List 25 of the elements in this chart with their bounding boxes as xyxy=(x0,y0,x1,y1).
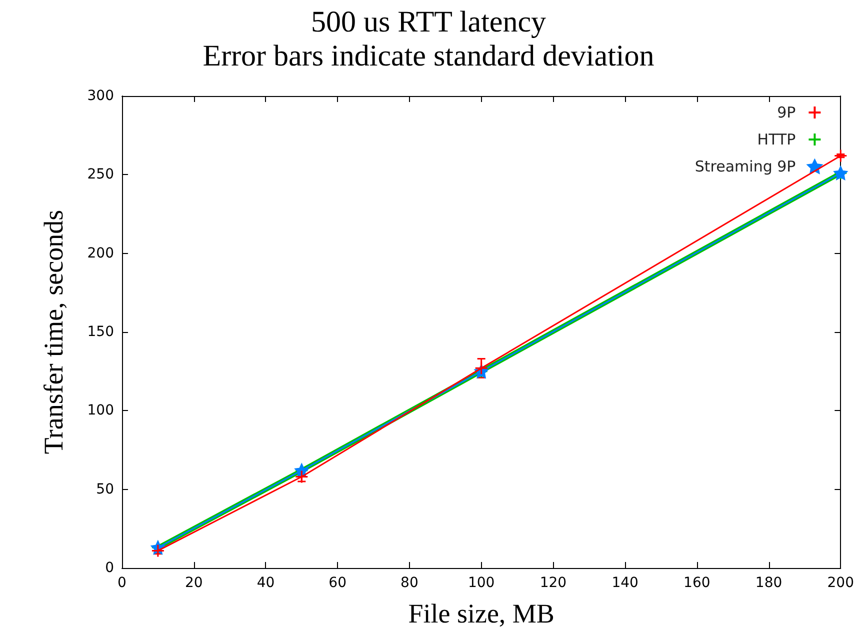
x-tick-label: 140 xyxy=(612,575,638,591)
chart-title: 500 us RTT latency xyxy=(310,6,546,38)
x-tick-label: 180 xyxy=(755,575,782,591)
x-tick-label: 200 xyxy=(827,575,854,591)
y-tick-label: 50 xyxy=(96,481,114,498)
x-axis-title: File size, MB xyxy=(408,598,554,628)
x-tick-label: 40 xyxy=(256,575,275,591)
y-tick-label: 100 xyxy=(87,402,114,419)
x-tick-label: 60 xyxy=(328,575,347,591)
y-tick-label: 250 xyxy=(87,166,114,183)
y-axis-title: Transfer time, seconds xyxy=(38,210,68,454)
x-tick-label: 160 xyxy=(684,575,710,591)
y-tick-label: 150 xyxy=(87,324,114,340)
legend-label: 9P xyxy=(777,104,796,122)
x-tick-label: 20 xyxy=(184,575,203,591)
x-tick-label: 100 xyxy=(468,575,495,591)
y-tick-label: 300 xyxy=(87,88,114,104)
chart-subtitle: Error bars indicate standard deviation xyxy=(202,40,654,72)
x-tick-label: 80 xyxy=(400,575,418,591)
y-tick-label: 0 xyxy=(105,560,114,576)
x-tick-label: 120 xyxy=(540,575,567,591)
x-tick-label: 0 xyxy=(118,575,126,591)
legend-label: Streaming 9P xyxy=(694,158,796,176)
y-tick-label: 200 xyxy=(87,245,114,262)
legend-label: HTTP xyxy=(757,130,796,148)
